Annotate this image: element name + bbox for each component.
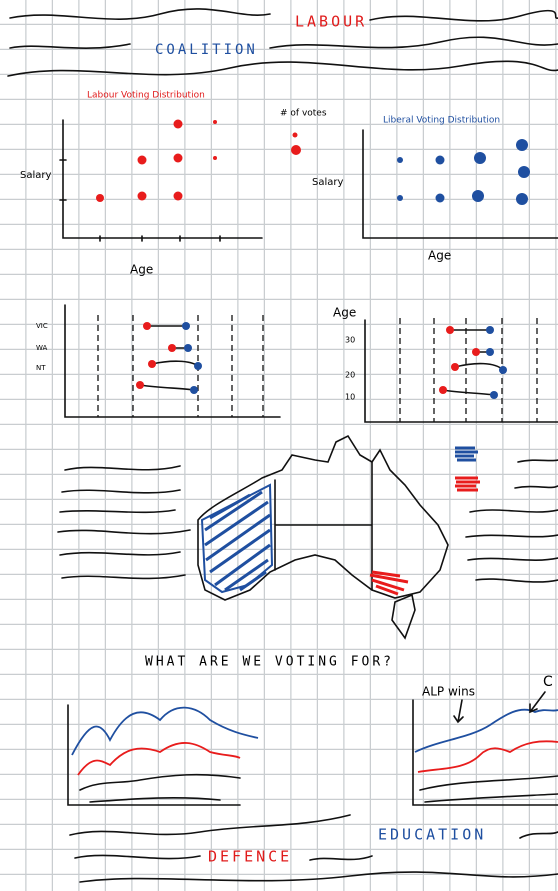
tick-label: 10 — [345, 393, 355, 402]
annotation: C — [543, 674, 553, 690]
topic-label: DEFENCE — [208, 848, 292, 866]
dots — [96, 119, 217, 202]
dots — [397, 139, 530, 205]
axis-label: Salary — [20, 170, 51, 181]
sketch-line — [414, 708, 558, 753]
axes — [362, 129, 558, 239]
header-scribbles — [7, 8, 558, 77]
axes — [364, 319, 558, 423]
dumbbells — [439, 326, 507, 399]
topic-label: EDUCATION — [378, 826, 486, 844]
ticks — [59, 159, 221, 242]
arrow — [453, 699, 464, 724]
axes — [64, 304, 281, 418]
axis-label: Age — [428, 249, 451, 263]
size-legend — [291, 132, 301, 155]
text-scribbles — [57, 459, 558, 583]
australia-map — [197, 434, 449, 640]
arrow — [529, 691, 546, 714]
panel-title: Labour Voting Distribution — [87, 91, 205, 101]
sketch-line — [419, 775, 558, 803]
axis-label: Salary — [312, 177, 343, 188]
tick-label: 30 — [345, 336, 355, 345]
axes — [67, 704, 241, 806]
party-label: LABOUR — [295, 13, 367, 31]
map-legend — [455, 446, 480, 492]
section-title: WHAT ARE WE VOTING FOR? — [145, 655, 394, 670]
axis-label: Age — [130, 263, 153, 277]
footer-scribbles — [69, 814, 558, 883]
tick-label: 20 — [345, 371, 355, 380]
dumbbells — [136, 322, 202, 394]
legend-title: # of votes — [280, 109, 327, 119]
sketch-line — [71, 706, 259, 756]
panel-title: Liberal Voting Distribution — [383, 116, 500, 126]
sketch-line — [417, 740, 558, 773]
annotation: ALP wins — [422, 685, 475, 699]
row-label: WA — [36, 344, 48, 352]
sketch-line — [79, 773, 241, 803]
party-label: COALITION — [155, 42, 258, 58]
axes — [412, 699, 558, 806]
axis-label: Age — [333, 306, 356, 320]
row-label: NT — [36, 364, 46, 372]
row-label: VIC — [36, 322, 48, 330]
sketch-line — [77, 742, 241, 776]
dashed-lines — [399, 318, 538, 422]
